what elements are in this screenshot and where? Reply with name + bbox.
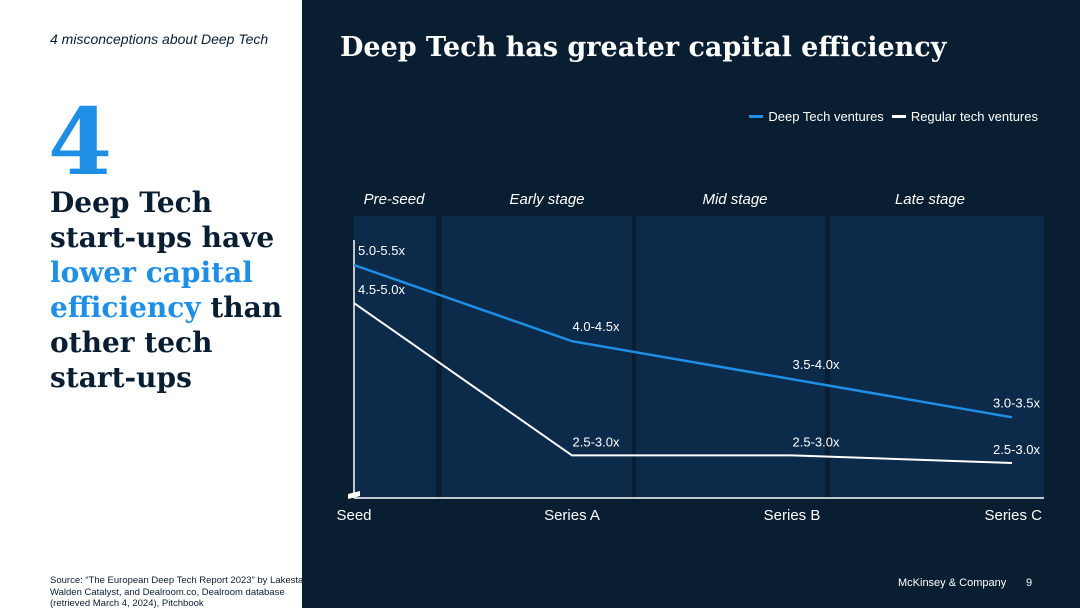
x-tick-labels: Seed Series A Series B Series C: [336, 507, 1042, 524]
x-tick-label: Series C: [984, 507, 1042, 524]
line-chart: Pre-seed Early stage Mid stage Late stage 5…: [302, 0, 1080, 608]
data-label: 2.5-3.0x: [993, 442, 1040, 457]
x-tick-label: Seed: [336, 507, 371, 524]
data-label: 5.0-5.5x: [358, 243, 405, 258]
footer-brand: McKinsey & Company: [898, 577, 1006, 589]
source-note: Source: “The European Deep Tech Report 2…: [50, 575, 310, 610]
data-label: 4.5-5.0x: [358, 282, 405, 297]
section-kicker: 4 misconceptions about Deep Tech: [50, 31, 270, 47]
stage-label: Pre-seed: [364, 191, 426, 208]
data-label: 4.0-4.5x: [573, 319, 620, 334]
data-label: 2.5-3.0x: [573, 434, 620, 449]
headline-text-1: Deep Tech start-ups have: [50, 186, 274, 254]
page-number: 9: [1026, 577, 1032, 589]
stage-band-1: [354, 216, 436, 498]
stage-label: Late stage: [895, 191, 965, 208]
stage-label: Mid stage: [702, 191, 767, 208]
data-label: 3.0-3.5x: [993, 395, 1040, 410]
headline: Deep Tech start-ups have lower capital e…: [50, 185, 295, 395]
stage-labels: Pre-seed Early stage Mid stage Late stage: [364, 191, 965, 208]
misconception-number: 4: [48, 96, 112, 188]
data-label: 2.5-3.0x: [793, 434, 840, 449]
left-panel: 4 misconceptions about Deep Tech 4 Deep …: [0, 0, 302, 608]
x-tick-label: Series A: [544, 507, 600, 524]
stage-label: Early stage: [509, 191, 584, 208]
x-tick-label: Series B: [764, 507, 821, 524]
data-label: 3.5-4.0x: [793, 357, 840, 372]
